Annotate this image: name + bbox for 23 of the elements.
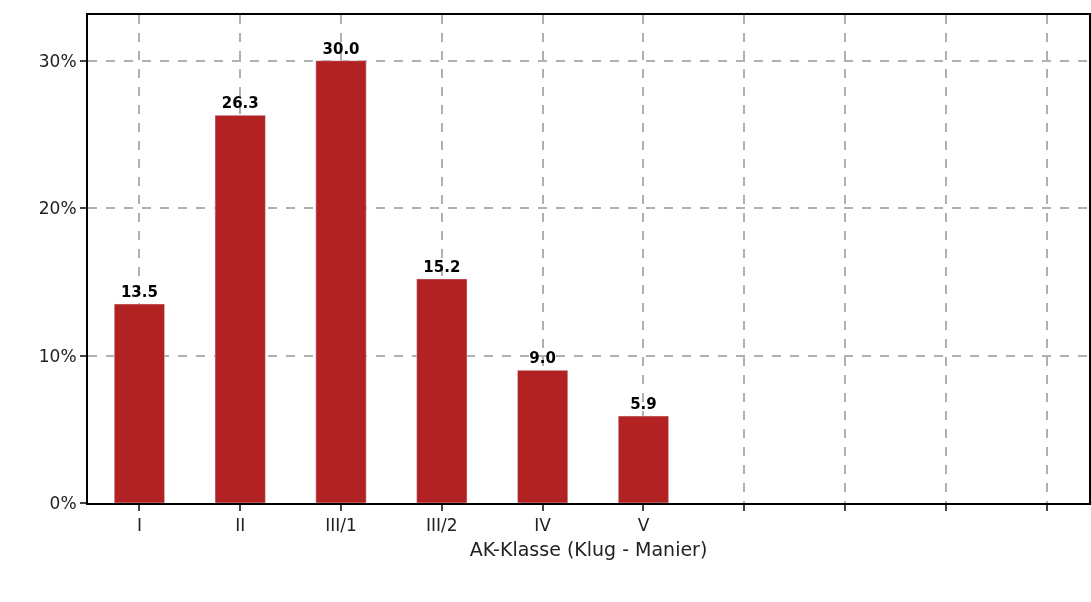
x-tick-label: II xyxy=(235,515,246,536)
y-tick-label: 10% xyxy=(38,345,77,366)
x-tick-label: III/1 xyxy=(325,515,357,536)
bar xyxy=(517,370,569,503)
data-label: 9.0 xyxy=(529,349,556,368)
data-label: 26.3 xyxy=(221,94,259,113)
x-tick-label: III/2 xyxy=(426,515,458,536)
bar xyxy=(214,115,266,503)
x-tick-label: I xyxy=(136,515,142,536)
data-label: 30.0 xyxy=(322,39,360,58)
bar xyxy=(113,303,165,503)
y-tick-label: 20% xyxy=(38,198,77,219)
data-label: 5.9 xyxy=(630,395,657,414)
x-axis-title: AK-Klasse (Klug - Manier) xyxy=(469,537,708,560)
y-tick-label: 0% xyxy=(49,492,77,513)
x-tick-label: IV xyxy=(534,515,552,536)
bar xyxy=(315,60,367,503)
data-label: 13.5 xyxy=(120,282,158,301)
y-tick-label: 30% xyxy=(38,50,77,71)
bar xyxy=(416,278,468,503)
x-tick-label: V xyxy=(637,515,650,536)
data-label: 15.2 xyxy=(423,257,461,276)
bar xyxy=(617,415,669,503)
